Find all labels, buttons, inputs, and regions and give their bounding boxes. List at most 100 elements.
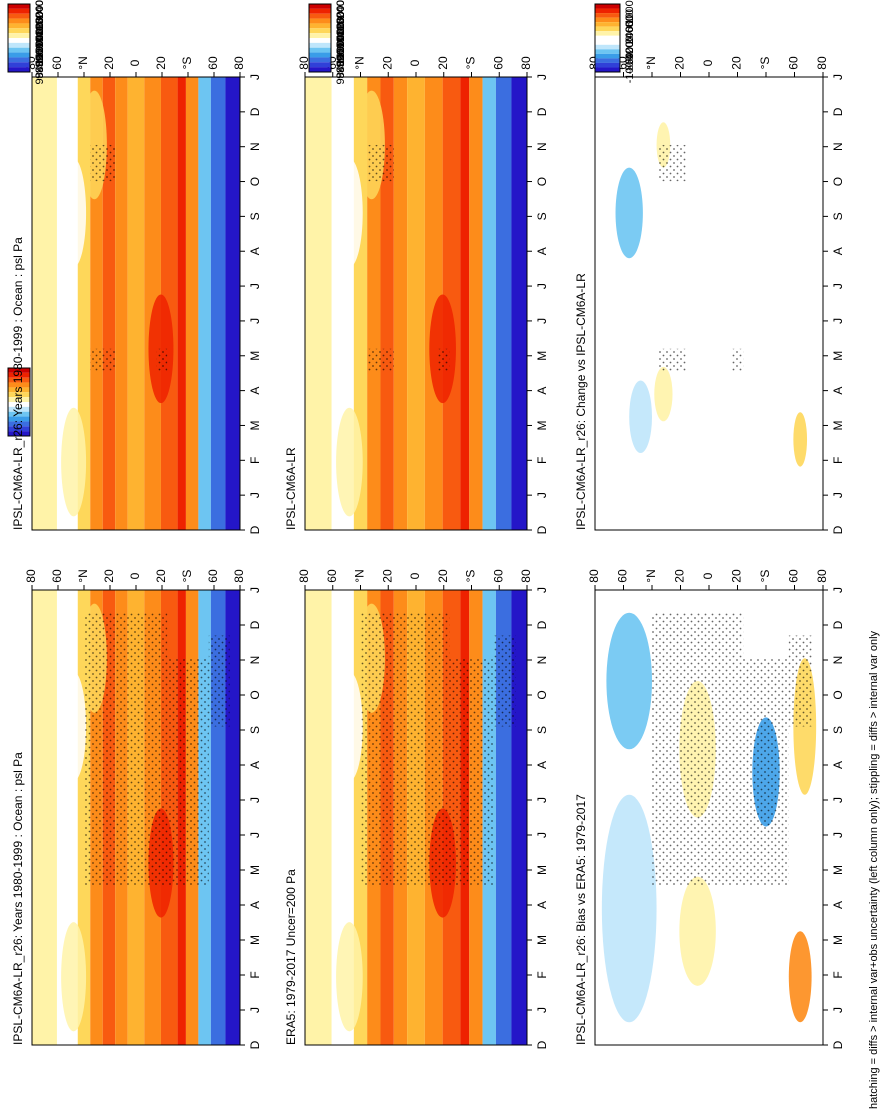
month-tick-label: D xyxy=(831,525,845,534)
month-tick-label: J xyxy=(248,283,262,289)
latitude-tick-label: 80 xyxy=(297,569,311,583)
colorbar-label: 101200 xyxy=(335,11,347,48)
colorbar-label: 0 xyxy=(624,38,636,44)
month-tick-label: J xyxy=(535,283,549,289)
month-tick-label: J xyxy=(248,587,262,593)
month-tick-label: D xyxy=(248,620,262,629)
month-tick-label: M xyxy=(248,935,262,945)
stippling-region xyxy=(449,658,494,886)
month-tick-label: J xyxy=(831,492,845,498)
month-tick-label: D xyxy=(535,525,549,534)
colorbar-swatch xyxy=(595,49,620,54)
colorbar-swatch xyxy=(309,62,331,68)
latitude-axis: 80 60 °N 20 0 20 °S 60 80 xyxy=(297,56,533,77)
latitude-tick-label: 20 xyxy=(380,569,394,583)
panel-title: IPSL-CM6A-LR_r26: Years 1980-1999 : Ocea… xyxy=(11,752,25,1045)
colorbar-label: 99200 xyxy=(335,43,347,74)
stippling-region xyxy=(493,635,516,727)
month-tick-label: J xyxy=(535,587,549,593)
colorbar-swatch xyxy=(309,38,331,43)
field-blob xyxy=(606,612,652,750)
month-tick-label: A xyxy=(535,387,549,395)
month-tick-label: J xyxy=(248,797,262,803)
month-tick-label: O xyxy=(248,177,262,186)
colorbar-label: 100800 xyxy=(34,17,46,54)
latitude-tick-label: °S xyxy=(180,570,194,583)
stippling-region xyxy=(652,612,744,886)
colorbar-swatch xyxy=(8,372,30,378)
colorbar-swatch xyxy=(595,40,620,45)
month-tick-label: N xyxy=(535,656,549,665)
month-tick-label: A xyxy=(248,247,262,255)
stippling-region xyxy=(167,658,209,886)
field-band xyxy=(198,77,211,530)
month-tick-label: M xyxy=(535,865,549,875)
colorbar-label: 98800 xyxy=(335,48,347,79)
month-axis: D J F M A M J J A S O N D J xyxy=(240,587,262,1049)
field-band xyxy=(210,77,226,530)
month-tick-label: N xyxy=(831,142,845,151)
colorbar-swatch xyxy=(595,22,620,27)
colorbar-label: 98800 xyxy=(34,48,46,79)
month-tick-label: J xyxy=(831,1007,845,1013)
latitude-tick-label: 80 xyxy=(587,569,601,583)
colorbar-swatch xyxy=(8,4,30,9)
latitude-tick-label: 0 xyxy=(408,59,422,66)
latitude-tick-label: °S xyxy=(464,57,478,70)
colorbar-frame xyxy=(7,367,31,437)
field-blob xyxy=(629,380,652,453)
latitude-tick-label: °S xyxy=(180,57,194,70)
month-tick-label: F xyxy=(831,971,845,978)
latitude-tick-label: 60 xyxy=(206,56,220,70)
colorbar-swatch xyxy=(309,18,331,24)
colorbar-swatch xyxy=(595,67,620,72)
field-band xyxy=(469,77,483,530)
colorbar-swatch xyxy=(309,42,331,48)
month-tick-label: J xyxy=(831,832,845,838)
month-tick-label: A xyxy=(535,901,549,909)
colorbar-swatch xyxy=(309,4,331,9)
footnote: hatching = diffs > internal var+obs unce… xyxy=(868,630,880,1109)
latitude-tick-label: 0 xyxy=(701,59,715,66)
colorbar-label: 1000 xyxy=(624,0,636,24)
month-axis: D J F M A M J J A S O N D J xyxy=(823,74,845,534)
month-tick-label: A xyxy=(248,761,262,769)
field-blob xyxy=(61,922,87,1032)
month-tick-label: F xyxy=(248,457,262,464)
stippling-region xyxy=(788,635,812,727)
field-band xyxy=(160,77,178,530)
colorbar-swatch xyxy=(595,62,620,68)
colorbar-label: 100000 xyxy=(34,28,46,65)
colorbar: 1024001020001016001012001008001004001000… xyxy=(308,0,347,84)
field-band xyxy=(127,77,145,530)
colorbar-swatch xyxy=(8,47,30,53)
colorbar-swatch xyxy=(8,52,30,58)
colorbar-swatch xyxy=(595,8,620,14)
field-band xyxy=(460,77,470,530)
stippling-region xyxy=(367,144,394,182)
field-blob xyxy=(601,794,657,1023)
month-tick-label: M xyxy=(248,865,262,875)
month-tick-label: A xyxy=(831,761,845,769)
latitude-tick-label: 20 xyxy=(102,56,116,70)
latitude-tick-label: 20 xyxy=(154,56,168,70)
stippling-region xyxy=(658,144,687,182)
month-tick-label: J xyxy=(248,74,262,80)
latitude-tick-label: 60 xyxy=(616,569,630,583)
stippling-region xyxy=(360,612,450,886)
colorbar-label: 102000 xyxy=(34,0,46,37)
colorbar-swatch xyxy=(595,44,620,50)
field-band xyxy=(305,77,332,530)
colorbar-swatch xyxy=(595,58,620,63)
field-blob xyxy=(654,366,673,422)
latitude-tick-label: °S xyxy=(464,570,478,583)
latitude-tick-label: 20 xyxy=(730,569,744,583)
colorbar-label: 99600 xyxy=(34,37,46,68)
latitude-tick-label: 60 xyxy=(325,569,339,583)
field-band xyxy=(442,77,461,530)
colorbar-label: 101200 xyxy=(34,11,46,48)
